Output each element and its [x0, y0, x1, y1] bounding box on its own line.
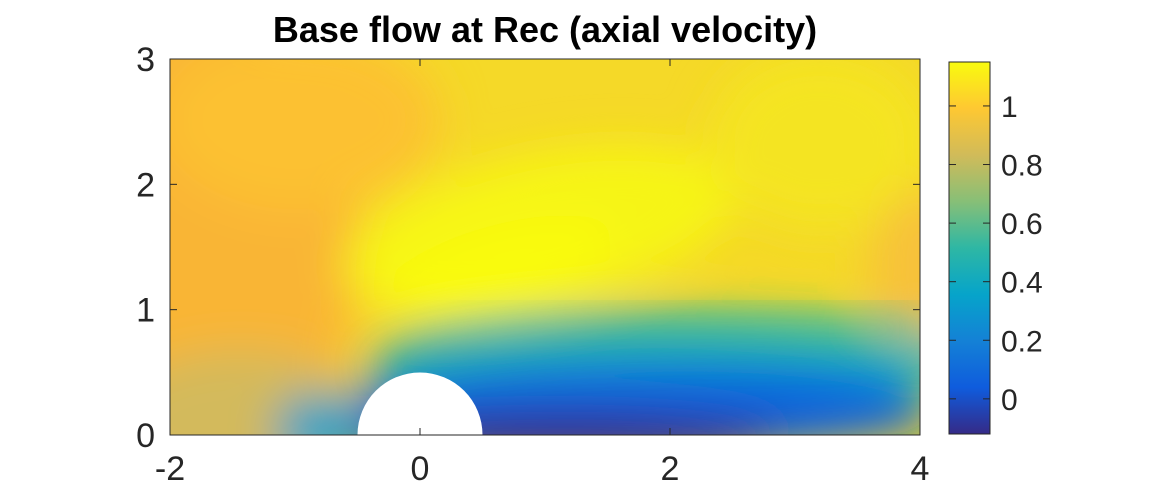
colorbar-tick-label: 0.2	[1001, 325, 1043, 358]
field-separation-edge	[372, 318, 920, 378]
x-tick-label: 4	[911, 450, 930, 488]
colorbar-strip	[948, 61, 991, 435]
colorbar-tick-label: 0.6	[1001, 208, 1043, 241]
y-tick-label: 0	[136, 417, 155, 455]
field-upper-right-region	[710, 59, 920, 230]
colorbar-tick-label: 1	[1001, 91, 1018, 124]
colorbar-tick-label: 0.4	[1001, 267, 1043, 300]
field-outer-right-region	[870, 190, 920, 350]
chart-title: Base flow at Rec (axial velocity)	[273, 9, 817, 50]
x-tick-label: 2	[661, 450, 680, 488]
y-tick-label: 1	[136, 292, 155, 330]
x-tick-label: 0	[411, 450, 430, 488]
colorbar-ticks: 0 0.2 0.4 0.6 0.8 1	[949, 91, 1043, 417]
y-tick-label: 2	[136, 166, 155, 204]
cylinder-obstacle	[357, 372, 483, 435]
field-stagnation-region	[275, 395, 365, 435]
field-upper-left-region	[170, 59, 440, 210]
colorbar-tick-label: 0.8	[1001, 150, 1043, 183]
x-tick-label: -2	[155, 450, 185, 488]
plot-frame	[169, 58, 921, 436]
y-tick-label: 3	[136, 41, 155, 79]
flow-field	[170, 59, 920, 435]
field-speedup-core	[383, 215, 617, 315]
colorbar-tick-label: 0	[1001, 384, 1018, 417]
